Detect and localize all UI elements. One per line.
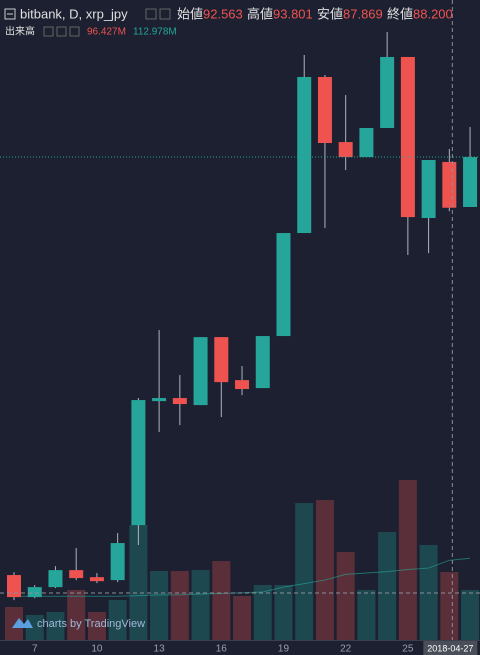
candle-body (400, 56, 415, 218)
x-tick-label: 13 (154, 644, 166, 655)
open-value: 92.563 (203, 6, 243, 21)
volume-title: 出来高 (5, 25, 35, 38)
low-label: 安値 (317, 6, 343, 21)
candle-body (27, 587, 42, 598)
candle-body (110, 543, 125, 581)
close-label: 終値 (387, 6, 413, 21)
candle-body (255, 336, 270, 389)
high-value: 93.801 (273, 6, 313, 21)
plot (0, 0, 480, 640)
settings-icon[interactable] (145, 8, 157, 20)
candle-body (69, 570, 84, 579)
candle-body (463, 157, 478, 208)
x-tick-label: 22 (340, 644, 352, 655)
candle-body (7, 575, 21, 598)
open-label: 始値 (177, 6, 203, 21)
volume-bar (461, 590, 480, 640)
volume-close-icon[interactable] (69, 26, 80, 37)
volume-bar (129, 524, 148, 640)
volume-bar (108, 600, 127, 640)
candle-body (297, 77, 312, 234)
chart-title: bitbank, D, xrp_jpy (20, 6, 128, 21)
x-tick-label: 7 (32, 644, 38, 655)
volume-bar (170, 571, 189, 640)
volume-value: 96.427M (87, 27, 126, 38)
tradingview-logo (12, 618, 33, 628)
volume-ma-value: 112.978M (133, 27, 177, 38)
candle-body (214, 337, 229, 383)
close-value: 88.200 (413, 6, 453, 21)
candle-body (359, 128, 374, 158)
candle-body (172, 398, 187, 405)
volume-bar (274, 584, 293, 640)
candle-body (235, 380, 250, 390)
volume-bar (315, 500, 334, 640)
x-tick-label: 25 (402, 644, 414, 655)
volume-bar (233, 595, 252, 640)
volume-bar (191, 569, 210, 640)
candle-body (380, 56, 395, 129)
candle-body (152, 398, 167, 402)
x-tick-label: 19 (278, 644, 290, 655)
volume-bar (357, 590, 376, 640)
volume-bar (46, 612, 65, 640)
volume-bar (253, 584, 272, 640)
crosshair-date-box (423, 641, 478, 655)
volume-bar (87, 612, 106, 640)
collapse-icon[interactable] (4, 8, 16, 20)
x-tick-label: 10 (91, 644, 103, 655)
candle-body (131, 400, 146, 526)
high-label: 高値 (247, 6, 273, 21)
hide-icon[interactable] (159, 8, 171, 20)
volume-hide-icon[interactable] (56, 26, 67, 37)
volume-bar (398, 479, 417, 640)
candle-body (421, 160, 436, 219)
volume-bar (67, 590, 86, 640)
watermark[interactable]: charts by TradingView (37, 618, 145, 630)
volume-bar (440, 571, 459, 640)
candle-body (338, 142, 353, 158)
x-axis (0, 640, 480, 655)
candle-body (193, 337, 208, 406)
candle-body (317, 77, 332, 144)
volume-bar (150, 571, 169, 640)
volume-ma-line (14, 557, 471, 597)
candle-body (276, 233, 291, 337)
x-tick-label: 16 (216, 644, 228, 655)
volume-bar (295, 502, 314, 640)
volume-bar (378, 532, 397, 640)
low-value: 87.869 (343, 6, 383, 21)
volume-settings-icon[interactable] (43, 26, 54, 37)
candle-body (89, 577, 104, 582)
volume-bar (212, 561, 231, 640)
volume-bar (336, 551, 355, 640)
volume-bar (5, 606, 23, 640)
candle-body (442, 161, 457, 208)
candle-body (48, 570, 63, 588)
x-tick-label: 2018-04-27 (427, 643, 473, 653)
volume-bar (25, 614, 44, 640)
